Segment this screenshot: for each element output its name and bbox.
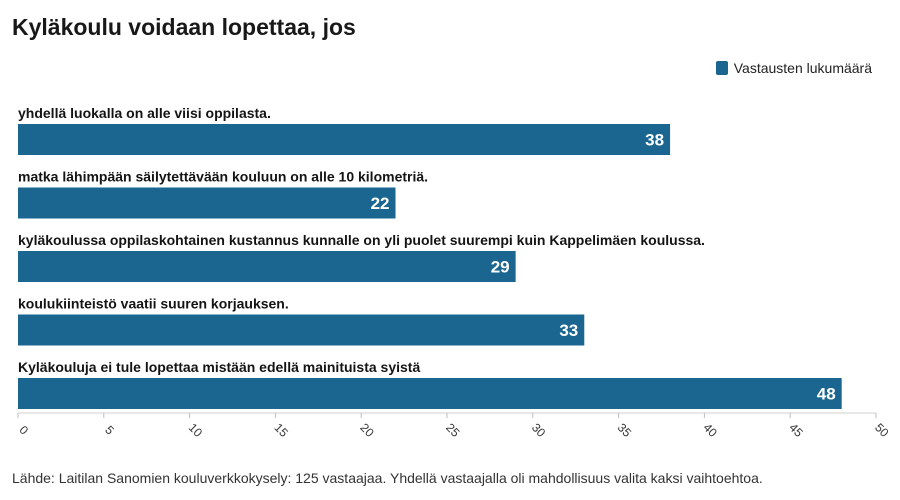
bar [18,378,842,409]
bar-value-label: 22 [371,194,390,213]
category-label: yhdellä luokalla on alle viisi oppilasta… [18,105,271,121]
category-label: koulukiinteistö vaatii suuren korjauksen… [18,296,289,312]
bar-chart: yhdellä luokalla on alle viisi oppilasta… [17,105,892,440]
x-tick-label: 25 [443,420,463,440]
x-tick-label: 45 [786,420,806,440]
x-tick-label: 10 [186,420,206,440]
bar [18,314,585,346]
x-tick-label: 0 [17,423,32,438]
x-tick-label: 35 [615,420,635,440]
category-label: matka lähimpään säilytettävään kouluun o… [18,169,428,185]
chart-title: Kyläkoulu voidaan lopettaa, jos [12,14,356,40]
x-tick-label: 40 [701,420,721,440]
bar-value-label: 33 [559,321,578,340]
bar [18,124,671,155]
x-tick-label: 20 [357,420,377,440]
category-label: Kyläkouluja ei tule lopettaa mistään ede… [18,359,420,375]
legend-label: Vastausten lukumäärä [733,60,872,76]
bar [18,187,396,219]
bar-value-label: 29 [491,258,510,277]
category-label: kyläkoulussa oppilaskohtainen kustannus … [18,232,705,248]
source-note: Lähde: Laitilan Sanomien kouluverkkokyse… [12,470,763,486]
bar [18,251,516,282]
x-tick-label: 5 [102,423,117,438]
bar-value-label: 38 [645,131,664,150]
bar-value-label: 48 [817,385,836,404]
bars-layer: yhdellä luokalla on alle viisi oppilasta… [18,105,842,409]
x-axis: 0 5 10 15 20 25 30 35 40 45 50 [17,412,892,440]
x-tick-label: 30 [529,420,549,440]
legend: Vastausten lukumäärä [715,60,872,76]
legend-swatch [715,61,728,75]
x-tick-label: 15 [272,420,292,440]
x-tick-label: 50 [872,420,892,440]
